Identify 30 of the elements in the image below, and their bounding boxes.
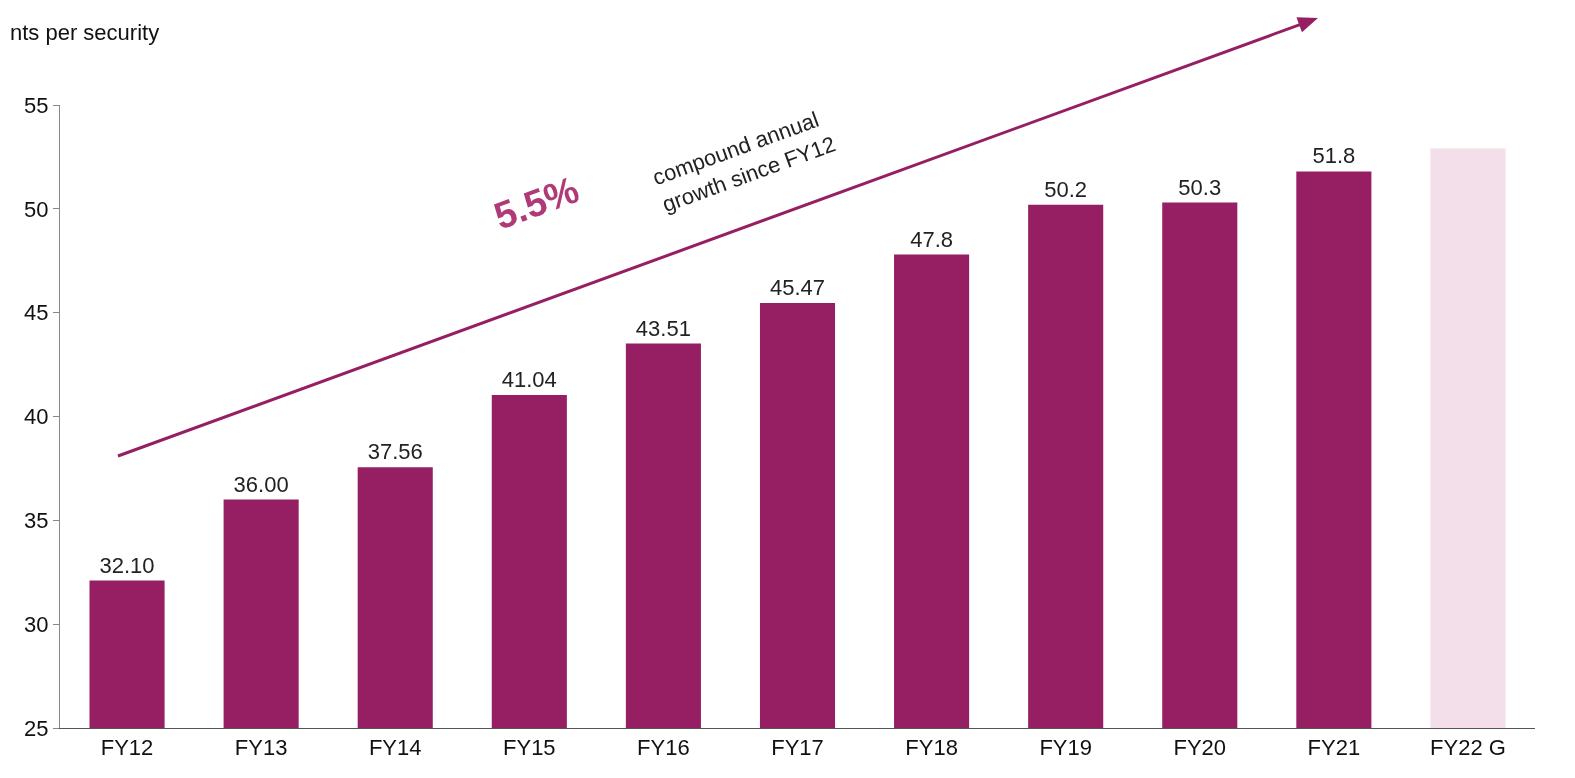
y-tick-label: 25 bbox=[24, 715, 49, 741]
y-tick-label: 30 bbox=[24, 611, 49, 637]
data-label: 47.8 bbox=[910, 226, 954, 252]
y-axis-title: nts per security bbox=[10, 20, 160, 45]
data-label: 32.10 bbox=[99, 552, 155, 578]
data-label: 37.56 bbox=[367, 439, 423, 465]
x-tick-label: FY18 bbox=[905, 735, 958, 761]
data-label: 43.51 bbox=[635, 315, 691, 341]
x-tick-label: FY20 bbox=[1173, 735, 1227, 761]
y-tick-label: 45 bbox=[24, 300, 49, 326]
x-tick-label: FY15 bbox=[503, 735, 556, 761]
x-tick-label: FY19 bbox=[1039, 735, 1092, 761]
data-label: 50.2 bbox=[1044, 176, 1088, 202]
y-tick-label: 50 bbox=[24, 196, 49, 222]
x-tick-label: FY22 G bbox=[1430, 735, 1506, 761]
x-tick-label: FY13 bbox=[234, 735, 288, 761]
data-label: 36.00 bbox=[233, 471, 289, 497]
x-tick-label: FY14 bbox=[368, 735, 422, 761]
data-label: 45.47 bbox=[769, 274, 826, 300]
y-tick-label: 55 bbox=[24, 92, 49, 118]
data-label: 50.3 bbox=[1178, 174, 1222, 200]
data-label: 41.04 bbox=[501, 366, 557, 392]
x-tick-label: FY17 bbox=[771, 735, 824, 761]
x-tick-label: FY21 bbox=[1307, 735, 1361, 761]
y-tick-label: 40 bbox=[24, 404, 49, 430]
x-tick-label: FY16 bbox=[637, 735, 690, 761]
data-label: 51.8 bbox=[1312, 143, 1356, 169]
annotation: 5.5% bbox=[488, 168, 585, 238]
x-tick-label: FY12 bbox=[100, 735, 154, 761]
y-tick-label: 35 bbox=[24, 508, 49, 534]
